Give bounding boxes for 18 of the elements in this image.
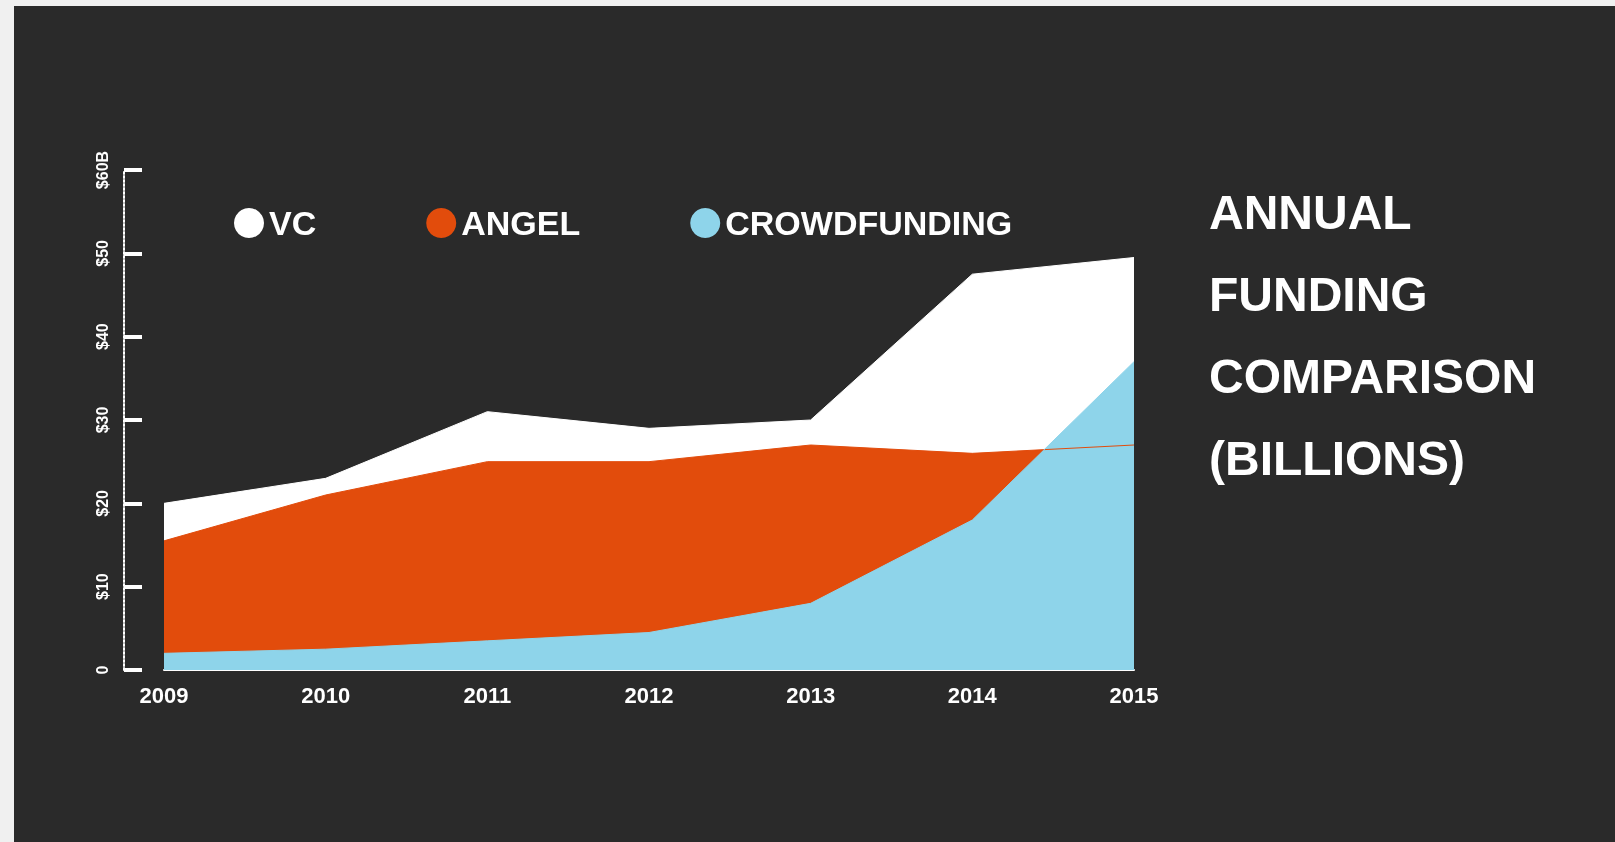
x-tick-label: 2010: [301, 682, 351, 708]
y-tick-label: $50: [93, 239, 111, 267]
legend-label: ANGEL: [461, 204, 581, 242]
y-tick-label: 0: [93, 665, 111, 675]
x-tick-label: 2014: [947, 682, 998, 708]
x-tick-label: 2015: [1109, 682, 1159, 708]
x-tick-label: 2012: [624, 682, 674, 708]
y-tick-label: $40: [93, 323, 111, 351]
y-tick-label: $20: [93, 489, 111, 517]
legend-label: CROWDFUNDING: [725, 204, 1013, 242]
x-tick-label: 2013: [786, 682, 836, 708]
text: ANNUAL FUNDING COMPARISON (BILLIONS): [1209, 185, 1550, 485]
x-tick-label: 2009: [139, 682, 189, 708]
y-tick-label: $30: [93, 406, 111, 434]
y-tick-label: $10: [93, 573, 111, 601]
x-tick-label: 2011: [463, 682, 512, 708]
legend-label: VC: [269, 204, 317, 242]
y-tick-label: $60B: [93, 150, 111, 190]
